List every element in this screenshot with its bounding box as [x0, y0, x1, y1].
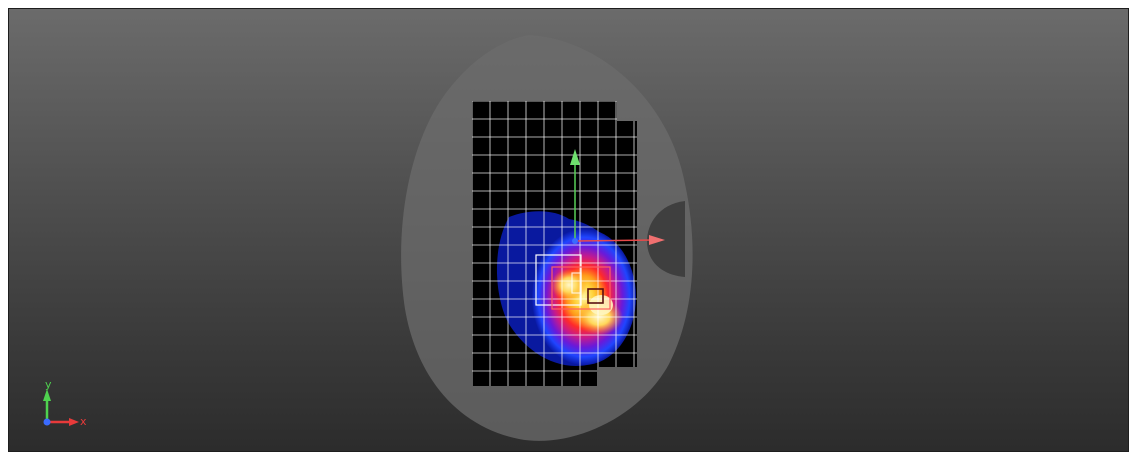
gizmo-y-label: y: [45, 378, 52, 391]
orientation-gizmo[interactable]: y x: [43, 378, 87, 428]
local-x-axis: [574, 239, 655, 242]
gizmo-x-arrowhead: [69, 418, 79, 426]
mesh-grid: [472, 101, 637, 386]
shell-notch: [647, 201, 685, 277]
gizmo-z-axis: [43, 418, 51, 426]
scene-canvas[interactable]: y x: [9, 9, 1129, 452]
selected-element-outline[interactable]: [571, 272, 582, 294]
selected-element-outline[interactable]: [587, 288, 604, 304]
local-origin: [572, 238, 578, 244]
local-x-arrowhead: [649, 235, 665, 245]
local-axes: [570, 149, 665, 245]
selection-outlines: [535, 254, 611, 310]
3d-viewport[interactable]: y x: [8, 8, 1129, 452]
gizmo-x-label: x: [80, 415, 87, 428]
local-y-arrowhead: [570, 149, 580, 165]
selected-element-outline[interactable]: [551, 266, 611, 310]
gizmo-y-arrowhead: [43, 389, 51, 401]
